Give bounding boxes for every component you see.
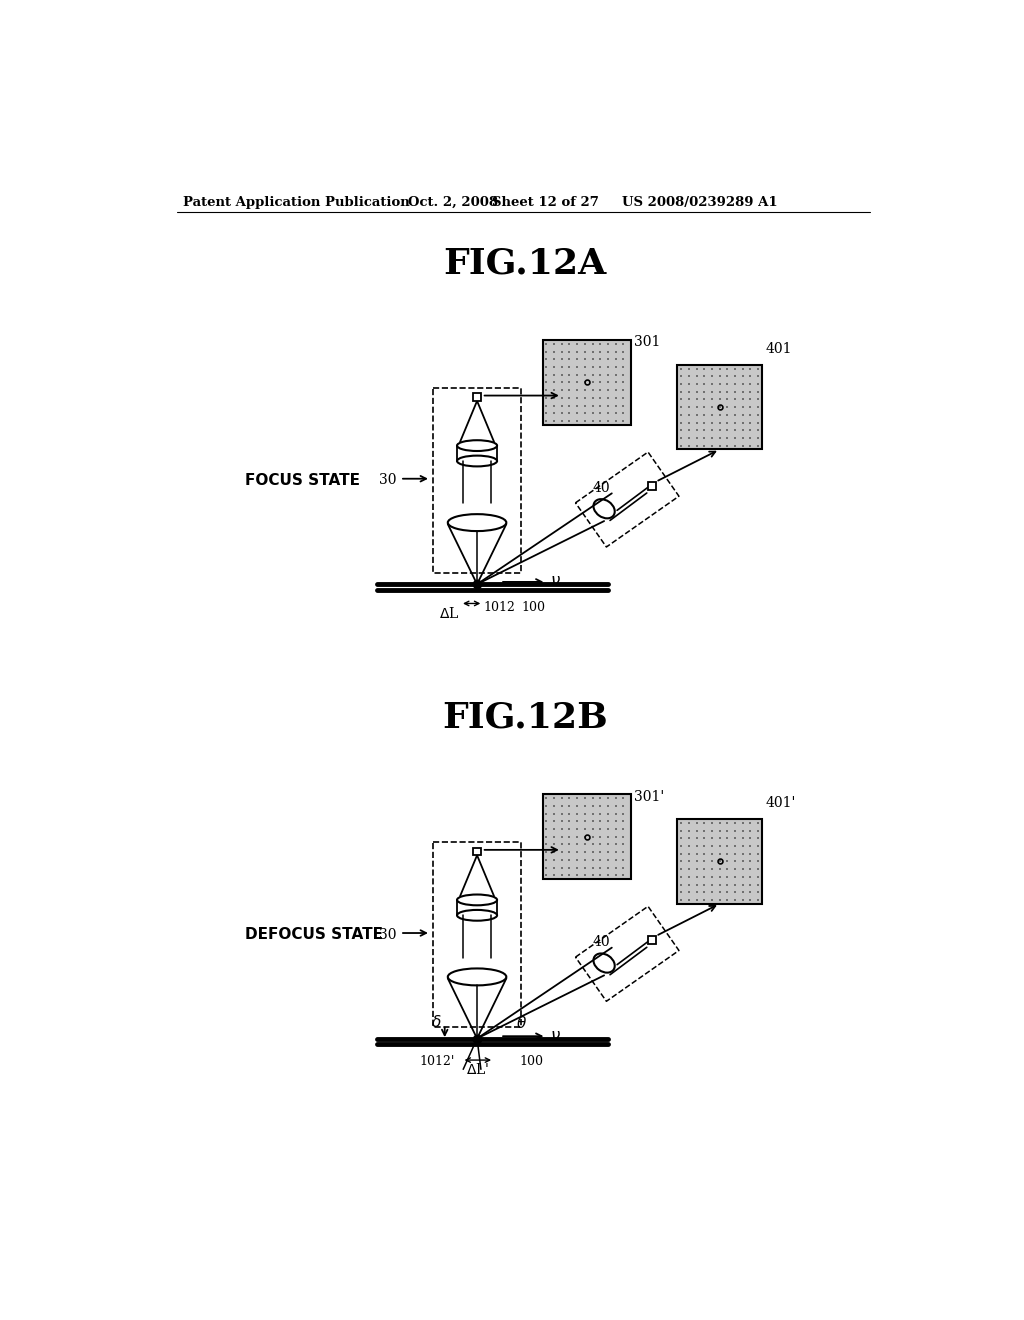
Text: $\Delta$L': $\Delta$L' (466, 1061, 489, 1077)
Text: 30: 30 (379, 474, 396, 487)
Text: $\nu$: $\nu$ (550, 573, 561, 590)
Text: 1012': 1012' (419, 1056, 455, 1068)
Text: 40: 40 (593, 936, 610, 949)
Text: 30: 30 (379, 928, 396, 941)
FancyBboxPatch shape (677, 364, 762, 449)
Text: 100: 100 (521, 601, 546, 614)
Text: Oct. 2, 2008: Oct. 2, 2008 (408, 195, 498, 209)
Text: 401: 401 (766, 342, 793, 355)
Text: 1012: 1012 (483, 601, 515, 614)
Text: US 2008/0239289 A1: US 2008/0239289 A1 (622, 195, 777, 209)
Bar (473, 847, 481, 855)
Text: 301': 301' (634, 789, 665, 804)
Bar (648, 482, 655, 490)
Text: 401': 401' (766, 796, 797, 810)
Text: DEFOCUS STATE: DEFOCUS STATE (245, 927, 383, 942)
Text: $\delta$: $\delta$ (431, 1014, 441, 1030)
Text: $\theta$: $\theta$ (515, 1015, 526, 1031)
FancyBboxPatch shape (677, 818, 762, 904)
Text: 301: 301 (634, 335, 660, 350)
FancyBboxPatch shape (543, 795, 631, 879)
Bar (648, 936, 655, 944)
Text: 40: 40 (593, 480, 610, 495)
Text: $\Delta$L: $\Delta$L (438, 606, 459, 620)
Text: 100: 100 (519, 1056, 544, 1068)
FancyBboxPatch shape (543, 341, 631, 425)
Text: FIG.12A: FIG.12A (443, 246, 606, 280)
Bar (473, 393, 481, 401)
Text: Sheet 12 of 27: Sheet 12 of 27 (493, 195, 599, 209)
Text: FOCUS STATE: FOCUS STATE (245, 473, 359, 488)
Text: FIG.12B: FIG.12B (442, 701, 607, 734)
Text: Patent Application Publication: Patent Application Publication (183, 195, 410, 209)
Text: $\nu$: $\nu$ (550, 1028, 561, 1044)
